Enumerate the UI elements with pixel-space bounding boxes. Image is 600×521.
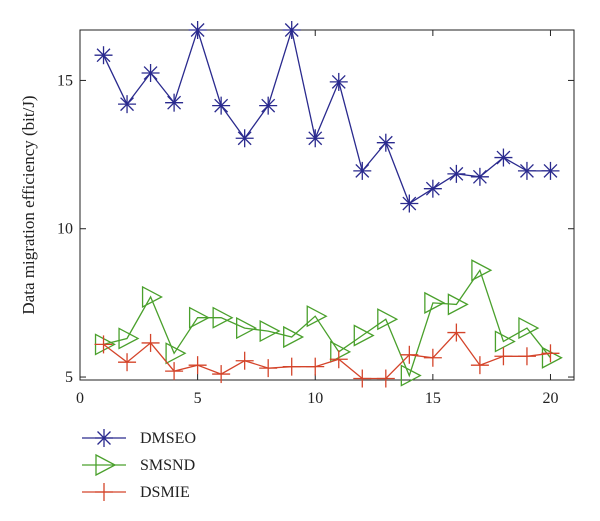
data-point-dmseo-8 (259, 96, 278, 115)
data-point-dmseo-9 (282, 21, 301, 39)
data-point-dmseo-7 (235, 129, 254, 148)
data-point-dmseo-4 (165, 93, 184, 112)
data-point-dmseo-16 (447, 164, 466, 183)
legend: DMSEO SMSND DSMIE (82, 429, 196, 501)
y-axis-label: Data migration efficiency (bit/J) (19, 95, 38, 314)
data-point-dsmie-12 (353, 369, 372, 388)
legend-label-dmseo: DMSEO (140, 430, 196, 447)
data-point-dmseo-19 (517, 161, 536, 180)
x-tick-label-2: 10 (307, 390, 323, 407)
legend-item-smsnd: SMSND (82, 453, 195, 477)
data-point-smsnd-12 (353, 324, 375, 347)
data-point-dmseo-11 (329, 72, 348, 91)
x-tick-label-4: 20 (542, 390, 558, 407)
series-dsmie (94, 323, 560, 388)
x-tick-label-3: 15 (425, 390, 441, 407)
series-layer (94, 21, 563, 388)
data-point-dsmie-2 (118, 353, 137, 372)
data-point-dsmie-7 (235, 351, 254, 370)
data-point-smsnd-16 (447, 293, 469, 316)
series-dmseo (94, 21, 560, 213)
data-point-dmseo-15 (423, 179, 442, 198)
data-point-dmseo-5 (188, 21, 207, 39)
legend-marker-smsnd (95, 453, 117, 477)
data-point-dsmie-6 (212, 365, 231, 384)
data-point-dsmie-5 (188, 356, 207, 375)
data-point-dsmie-19 (517, 347, 536, 366)
data-point-smsnd-15 (424, 291, 446, 314)
x-tick-label-1: 5 (194, 390, 202, 407)
data-point-smsnd-2 (118, 327, 140, 350)
legend-item-dsmie: DSMIE (82, 483, 190, 501)
series-line-dsmie (103, 331, 551, 380)
data-point-smsnd-4 (165, 342, 187, 365)
data-point-dsmie-11 (329, 350, 348, 369)
data-point-dmseo-18 (494, 148, 513, 167)
data-point-smsnd-6 (212, 306, 234, 329)
data-point-smsnd-9 (283, 325, 305, 349)
data-point-dmseo-2 (118, 95, 137, 114)
data-point-smsnd-14 (400, 364, 422, 387)
data-point-smsnd-17 (471, 259, 493, 282)
data-point-smsnd-11 (330, 340, 352, 363)
y-tick-label-0: 5 (65, 369, 73, 386)
data-point-dsmie-1 (94, 335, 113, 354)
data-point-smsnd-19 (518, 317, 540, 340)
data-point-dsmie-20 (541, 344, 560, 363)
data-point-smsnd-13 (377, 308, 399, 331)
plot-frame (79, 29, 575, 381)
legend-marker-dmseo (95, 429, 113, 447)
series-smsnd (94, 259, 563, 387)
data-point-dsmie-3 (141, 333, 160, 352)
data-point-dmseo-1 (94, 46, 113, 65)
legend-label-dsmie: DSMIE (140, 484, 190, 501)
data-point-dmseo-20 (541, 161, 560, 180)
data-point-dsmie-17 (470, 356, 489, 375)
data-point-dmseo-3 (141, 64, 160, 83)
x-tick-label-0: 0 (76, 390, 84, 407)
y-tick-label-1: 10 (57, 221, 73, 238)
y-tick-label-2: 15 (57, 72, 73, 89)
data-point-dmseo-6 (212, 96, 231, 115)
data-point-dsmie-18 (494, 347, 513, 366)
data-point-dsmie-9 (282, 357, 301, 376)
data-point-dsmie-13 (376, 369, 395, 388)
data-point-smsnd-18 (494, 330, 516, 353)
series-line-dmseo (102, 27, 551, 205)
legend-item-dmseo: DMSEO (82, 429, 196, 447)
data-point-dsmie-15 (423, 348, 442, 367)
data-point-smsnd-10 (306, 305, 328, 328)
data-point-dmseo-17 (470, 167, 489, 186)
legend-marker-dsmie (95, 483, 113, 501)
data-point-smsnd-7 (236, 317, 258, 340)
data-point-dmseo-10 (306, 129, 325, 148)
data-point-dmseo-13 (376, 133, 395, 152)
data-point-dsmie-10 (306, 357, 325, 376)
data-point-dmseo-12 (353, 161, 372, 180)
data-point-dsmie-14 (400, 345, 419, 364)
data-point-dmseo-14 (400, 194, 419, 213)
data-point-dsmie-16 (447, 323, 466, 342)
data-point-smsnd-3 (141, 285, 163, 309)
data-point-dsmie-8 (259, 359, 278, 378)
legend-label-smsnd: SMSND (140, 457, 195, 474)
data-point-smsnd-5 (188, 306, 211, 329)
data-point-smsnd-8 (259, 319, 281, 343)
series-line-smsnd (103, 268, 552, 378)
data-point-dsmie-4 (165, 362, 184, 381)
